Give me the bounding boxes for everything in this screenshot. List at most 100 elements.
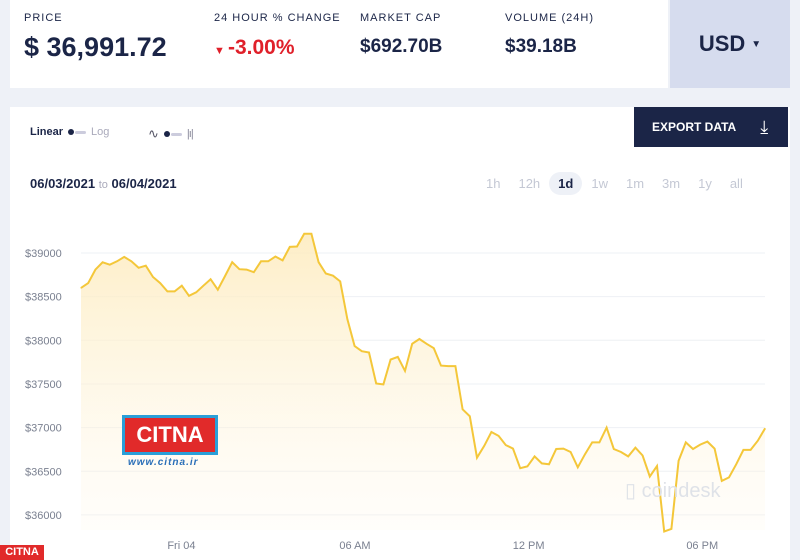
data-point: [627, 455, 629, 458]
range-to: 06/04/2021: [111, 176, 177, 191]
period-all[interactable]: all: [729, 176, 743, 191]
period-1d[interactable]: 1d: [549, 172, 583, 195]
y-tick-label: $39000: [25, 248, 62, 260]
data-point: [368, 351, 370, 354]
data-point: [750, 449, 752, 451]
currency-label: USD: [698, 31, 746, 56]
data-point: [87, 282, 89, 284]
down-arrow-icon: ▼: [214, 45, 228, 57]
data-point: [519, 467, 521, 469]
data-point: [555, 448, 557, 450]
data-point: [318, 261, 320, 263]
linear-label: Linear: [30, 126, 64, 138]
data-point: [721, 480, 723, 482]
data-point: [195, 291, 197, 293]
data-point: [714, 447, 716, 450]
data-point: [584, 453, 586, 455]
data-point: [145, 265, 147, 267]
data-point: [426, 343, 428, 345]
data-point: [303, 233, 305, 235]
line-chart-icon[interactable]: ∿: [148, 126, 159, 141]
data-point: [606, 427, 608, 429]
data-point: [411, 343, 413, 345]
volume-label: VOLUME (24H): [505, 12, 595, 24]
data-point: [274, 255, 276, 258]
data-point: [462, 408, 464, 410]
citna-small-logo: CITNA: [0, 545, 44, 560]
candlestick-icon[interactable]: |ı|: [186, 128, 194, 140]
data-point: [246, 268, 248, 271]
data-point: [447, 365, 449, 367]
data-point: [260, 260, 262, 262]
data-point: [699, 444, 701, 446]
data-point: [296, 245, 298, 248]
y-tick-label: $38500: [25, 292, 62, 304]
period-12h[interactable]: 12h: [518, 176, 541, 191]
data-point: [361, 350, 363, 352]
data-point: [404, 370, 406, 372]
data-point: [181, 285, 183, 287]
period-3m[interactable]: 3m: [662, 176, 681, 191]
data-point: [433, 347, 435, 349]
data-point: [642, 454, 644, 457]
x-tick-label: 06 AM: [339, 540, 370, 552]
data-point: [231, 261, 233, 263]
mcap-value: $692.70B: [360, 36, 443, 57]
data-point: [678, 460, 680, 462]
data-point: [310, 233, 312, 235]
period-selector: 1h 12h 1d 1w 1m 3m 1y all: [477, 172, 752, 195]
y-tick-label: $36500: [25, 466, 62, 478]
data-point: [217, 289, 219, 291]
data-point: [613, 448, 615, 450]
data-point: [94, 268, 96, 271]
y-tick-label: $37000: [25, 423, 62, 435]
data-point: [735, 463, 737, 465]
x-tick-label: 06 PM: [686, 540, 718, 552]
scale-switch[interactable]: [68, 129, 87, 135]
data-point: [598, 441, 601, 444]
data-point: [80, 287, 82, 289]
data-point: [253, 271, 255, 273]
change-stat: 24 HOUR % CHANGE ▼ -3.00%: [214, 12, 341, 60]
data-point: [116, 260, 118, 262]
date-range: 06/03/2021 to 06/04/2021: [30, 176, 177, 191]
data-point: [634, 447, 637, 449]
data-point: [440, 365, 442, 367]
data-point: [476, 457, 478, 459]
data-point: [483, 445, 485, 447]
period-1w[interactable]: 1w: [591, 176, 608, 191]
export-data-button[interactable]: EXPORT DATA ⤓: [634, 107, 788, 147]
y-tick-label: $37500: [25, 379, 62, 391]
y-tick-label: $36000: [25, 510, 62, 522]
data-point: [505, 444, 507, 446]
coindesk-watermark: ▯ coindesk: [625, 480, 721, 502]
change-label: 24 HOUR % CHANGE: [214, 12, 341, 24]
data-point: [102, 261, 104, 263]
price-line: [80, 232, 766, 533]
caret-down-icon: ▼: [751, 38, 762, 50]
volume-value: $39.18B: [505, 36, 577, 57]
data-point: [670, 528, 673, 530]
period-1y[interactable]: 1y: [698, 176, 712, 191]
data-point: [325, 272, 327, 275]
data-point: [224, 275, 226, 277]
currency-dropdown[interactable]: USD ▼: [670, 0, 790, 88]
mcap-stat: MARKET CAP $692.70B: [360, 12, 442, 58]
data-point: [663, 530, 665, 533]
data-point: [591, 441, 593, 444]
data-point: [174, 290, 176, 293]
x-tick-label: 12 PM: [513, 540, 545, 552]
data-point: [382, 383, 384, 385]
log-label: Log: [91, 126, 110, 138]
citna-url: www.citna.ir: [128, 457, 199, 468]
data-point: [534, 455, 536, 458]
chart-type-switch[interactable]: [163, 131, 182, 137]
data-point: [152, 276, 154, 278]
data-point: [375, 382, 377, 385]
chart-type-toggle[interactable]: ∿ |ı|: [148, 126, 194, 142]
data-point: [649, 475, 651, 478]
scale-toggle[interactable]: Linear Log: [30, 126, 109, 138]
data-point: [166, 290, 168, 293]
period-1h[interactable]: 1h: [486, 176, 501, 191]
period-1m[interactable]: 1m: [625, 176, 645, 191]
